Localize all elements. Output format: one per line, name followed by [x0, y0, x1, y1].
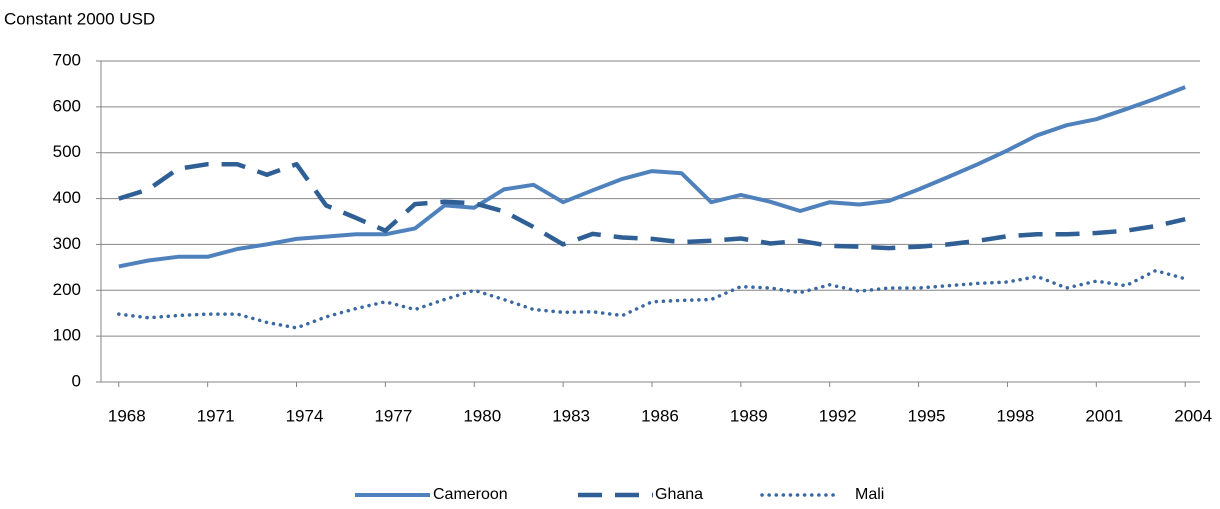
y-tick-label: 500 — [53, 142, 81, 161]
y-tick-label: 400 — [53, 188, 81, 207]
y-tick-label: 0 — [72, 371, 81, 390]
x-tick-label: 1968 — [108, 406, 146, 425]
x-tick-label: 1998 — [997, 406, 1035, 425]
y-tick-label: 100 — [53, 326, 81, 345]
legend-label: Cameroon — [433, 486, 508, 503]
x-tick-label: 1989 — [730, 406, 768, 425]
x-tick-label: 1971 — [197, 406, 235, 425]
x-tick-label: 1980 — [463, 406, 501, 425]
x-tick-label: 1974 — [286, 406, 324, 425]
series-line — [118, 161, 1186, 251]
series-line — [117, 268, 1187, 330]
y-tick-label: 700 — [53, 50, 81, 69]
y-axis-label: Constant 2000 USD — [4, 9, 155, 28]
x-tick-label: 1983 — [552, 406, 590, 425]
legend: Cameroon Ghana Mali — [355, 486, 884, 503]
x-tick-label: 1977 — [374, 406, 412, 425]
series-line — [118, 85, 1186, 269]
legend-label: Mali — [855, 486, 884, 503]
x-tick-label: 1986 — [641, 406, 679, 425]
y-tick-label: 300 — [53, 234, 81, 253]
x-tick-label: 2004 — [1174, 406, 1212, 425]
y-tick-label: 200 — [53, 280, 81, 299]
x-tick-label: 2001 — [1085, 406, 1123, 425]
x-tick-label: 1995 — [908, 406, 946, 425]
y-tick-label: 600 — [53, 96, 81, 115]
legend-label: Ghana — [655, 486, 703, 503]
x-tick-label: 1992 — [819, 406, 857, 425]
